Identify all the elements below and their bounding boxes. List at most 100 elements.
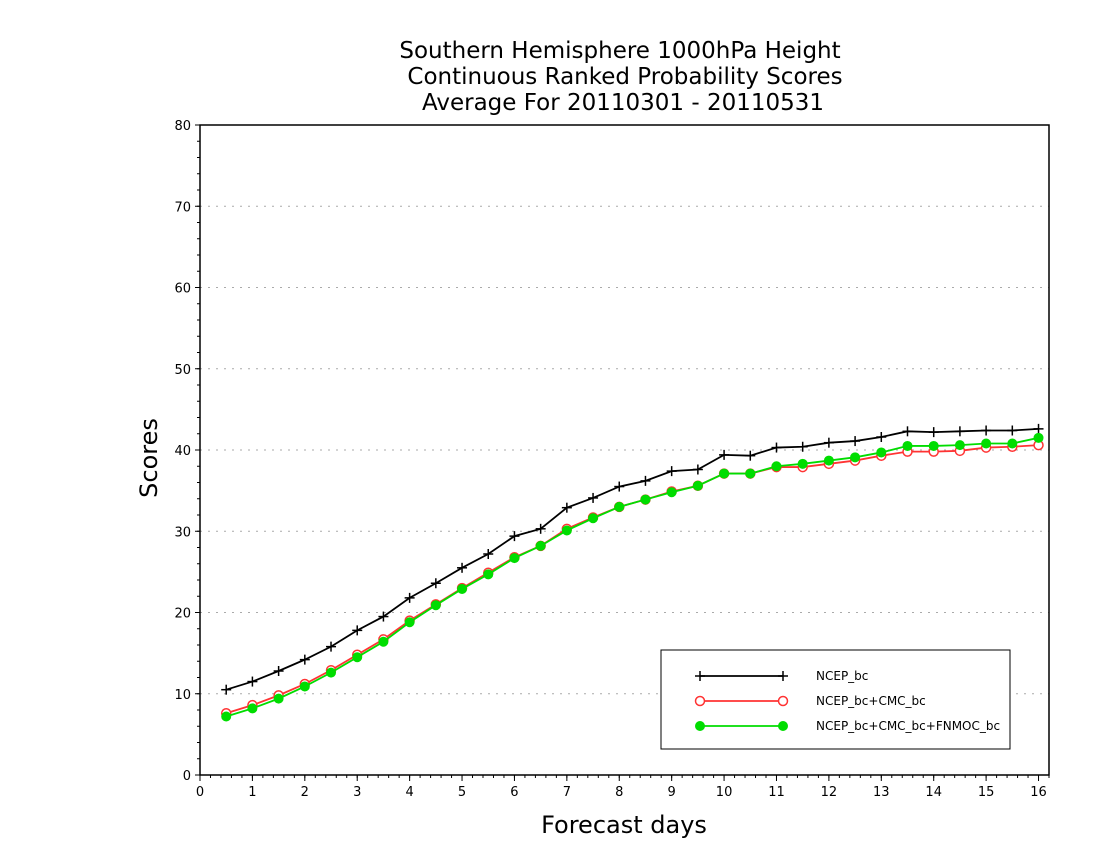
series-0-point bbox=[430, 578, 441, 589]
y-tick-label-60: 60 bbox=[174, 282, 191, 297]
series-2-point bbox=[719, 468, 730, 479]
series-2-point bbox=[666, 487, 677, 498]
series-2-point bbox=[902, 440, 913, 451]
series-0-point bbox=[981, 425, 992, 436]
series-0-point bbox=[221, 684, 232, 695]
y-tick-label-70: 70 bbox=[174, 200, 191, 215]
series-0-line bbox=[225, 427, 1039, 691]
y-axis-label: Scores bbox=[135, 418, 163, 498]
x-axis-label: Forecast days bbox=[541, 811, 707, 839]
series-2-point bbox=[299, 681, 310, 692]
x-tick-label-8: 8 bbox=[615, 785, 623, 800]
series-2-point bbox=[928, 440, 939, 451]
series-0-point bbox=[247, 676, 258, 687]
series-2-point bbox=[614, 501, 625, 512]
x-tick-label-3: 3 bbox=[353, 785, 361, 800]
legend-item-2-marker-end bbox=[778, 721, 788, 731]
x-tick-label-5: 5 bbox=[458, 785, 466, 800]
chart-title-line-3: Average For 20110301 - 20110531 bbox=[422, 90, 824, 116]
legend-item-1-marker-start bbox=[694, 695, 706, 707]
y-tick-label-30: 30 bbox=[174, 525, 191, 540]
series-2 bbox=[221, 432, 1044, 722]
x-tick-label-13: 13 bbox=[873, 785, 890, 800]
series-0-point bbox=[588, 492, 599, 503]
series-2-point bbox=[221, 711, 232, 722]
series-0-point bbox=[326, 641, 337, 652]
legend-item-0-marker-end bbox=[778, 671, 788, 681]
series-2-point bbox=[692, 480, 703, 491]
legend-item-1-label: NCEP_bc+CMC_bc bbox=[816, 694, 926, 708]
series-2-point bbox=[745, 468, 756, 479]
series-0-point bbox=[561, 502, 572, 513]
series-0-point bbox=[404, 592, 415, 603]
series-0-point bbox=[352, 625, 363, 636]
series-0-point bbox=[719, 449, 730, 460]
series-0-point bbox=[640, 475, 651, 486]
series-0 bbox=[221, 423, 1044, 695]
series-2-point bbox=[823, 455, 834, 466]
series-2-point bbox=[640, 494, 651, 505]
series-2-point bbox=[535, 540, 546, 551]
series-0-point bbox=[823, 437, 834, 448]
legend-item-1-marker-end bbox=[777, 695, 789, 707]
x-tick-label-6: 6 bbox=[510, 785, 518, 800]
legend: NCEP_bc NCEP_bc+CMC_bc NCEP_bc+CMC_bc+FNMO… bbox=[660, 649, 1011, 750]
series-2-point bbox=[326, 667, 337, 678]
series-2-point bbox=[876, 447, 887, 458]
x-tick-label-4: 4 bbox=[405, 785, 413, 800]
legend-box bbox=[660, 649, 1011, 750]
series-0-point bbox=[928, 427, 939, 438]
series-0-point bbox=[535, 523, 546, 534]
x-tick-label-16: 16 bbox=[1030, 785, 1047, 800]
x-tick-label-15: 15 bbox=[978, 785, 995, 800]
legend-item-0: NCEP_bc bbox=[695, 669, 868, 683]
x-tick-label-11: 11 bbox=[768, 785, 785, 800]
series-0-point bbox=[457, 562, 468, 573]
series-2-point bbox=[981, 438, 992, 449]
x-tick-label-12: 12 bbox=[821, 785, 838, 800]
legend-item-2-marker-start bbox=[695, 721, 705, 731]
legend-item-2: NCEP_bc+CMC_bc+FNMOC_bc bbox=[695, 719, 1000, 733]
series-2-point bbox=[561, 525, 572, 536]
series-2-point bbox=[1033, 432, 1044, 443]
legend-item-0-label: NCEP_bc bbox=[816, 669, 868, 683]
series-2-point bbox=[247, 703, 258, 714]
series-2-point bbox=[850, 452, 861, 463]
series-2-point bbox=[273, 693, 284, 704]
series-0-point bbox=[745, 450, 756, 461]
series-0-point bbox=[692, 464, 703, 475]
series-2-point bbox=[457, 583, 468, 594]
x-tick-label-1: 1 bbox=[248, 785, 256, 800]
series-0-point bbox=[902, 426, 913, 437]
y-tick-label-50: 50 bbox=[174, 363, 191, 378]
series-2-point bbox=[797, 458, 808, 469]
series-2-point bbox=[378, 636, 389, 647]
x-tick-label-0: 0 bbox=[196, 785, 204, 800]
series-2-point bbox=[352, 652, 363, 663]
series-0-point bbox=[483, 549, 494, 559]
grid-lines bbox=[200, 205, 1049, 695]
series-0-point bbox=[378, 611, 389, 622]
legend-item-1: NCEP_bc+CMC_bc bbox=[694, 694, 926, 708]
y-tick-label-80: 80 bbox=[174, 119, 191, 134]
x-tick-label-9: 9 bbox=[668, 785, 676, 800]
series-0-point bbox=[1033, 423, 1044, 434]
series-2-point bbox=[771, 461, 782, 472]
series-0-point bbox=[273, 666, 284, 676]
x-tick-label-14: 14 bbox=[925, 785, 942, 800]
series-2-point bbox=[588, 513, 599, 524]
series-2-point bbox=[404, 617, 415, 628]
series-0-point bbox=[1007, 425, 1018, 436]
series-0-point bbox=[509, 531, 520, 542]
legend-item-0-marker-start bbox=[695, 671, 705, 681]
series-0-point bbox=[666, 466, 677, 477]
series-2-point bbox=[954, 440, 965, 451]
x-tick-label-2: 2 bbox=[301, 785, 309, 800]
series-2-point bbox=[509, 553, 520, 564]
series-0-point bbox=[797, 441, 808, 452]
series-2-point bbox=[483, 569, 494, 580]
series-layer bbox=[220, 423, 1044, 722]
y-tick-label-40: 40 bbox=[174, 444, 191, 459]
